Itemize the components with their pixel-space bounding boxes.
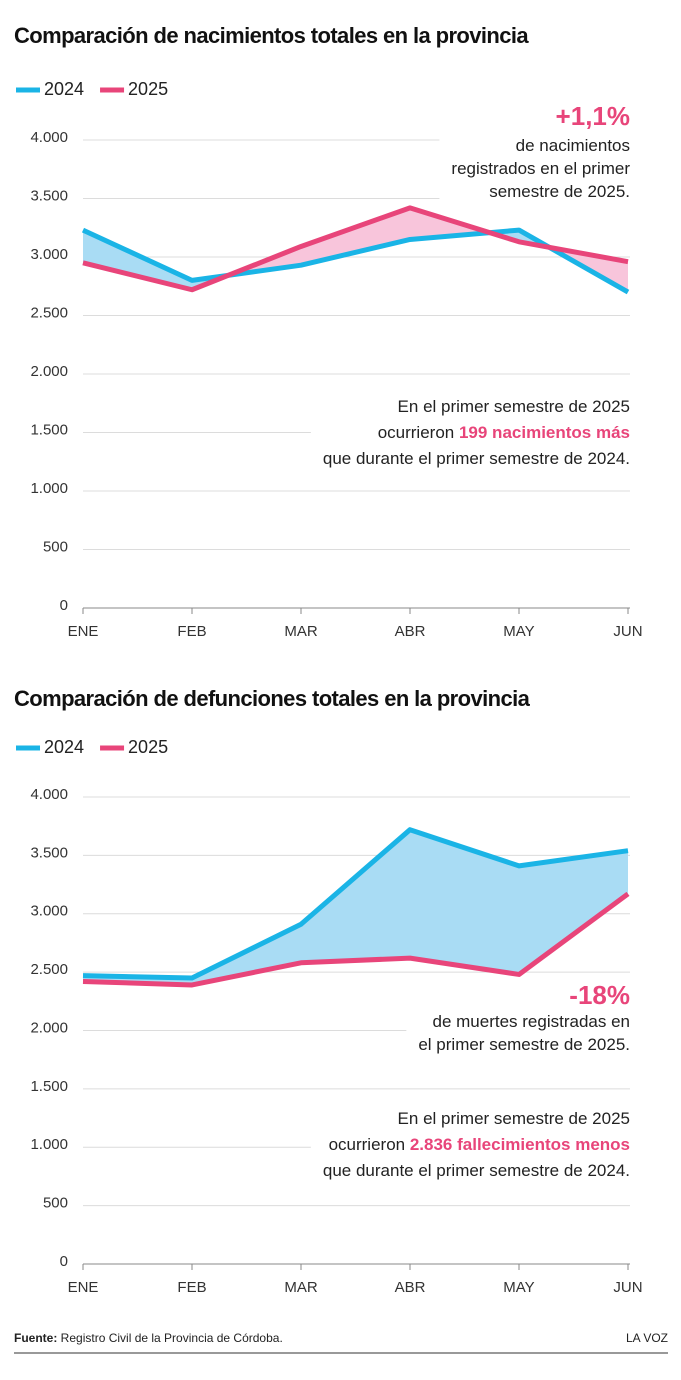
annotation-line: registrados en el primer — [451, 159, 630, 178]
series-line — [82, 205, 629, 293]
annotation-line: que durante el primer semestre de 2024. — [323, 1161, 630, 1180]
y-tick-label: 0 — [60, 597, 68, 614]
annotation-line: En el primer semestre de 2025 — [398, 397, 630, 416]
x-tick-label: JUN — [613, 623, 642, 640]
x-tick-label: MAR — [284, 623, 318, 640]
y-tick-label: 1.000 — [30, 480, 68, 497]
legend-label: 2025 — [128, 737, 168, 757]
y-tick-label: 3.500 — [30, 187, 68, 204]
legend-label: 2025 — [128, 79, 168, 99]
annotation-background — [310, 1105, 642, 1185]
y-tick-label: 2.500 — [30, 304, 68, 321]
y-tick-label: 1.500 — [30, 1078, 68, 1095]
annotation-text: En el primer semestre de 2025 — [398, 397, 630, 416]
x-tick-label: ABR — [395, 1279, 426, 1296]
annotation-line: de muertes registradas en — [433, 1012, 631, 1031]
annotation-line: que durante el primer semestre de 2024. — [323, 449, 630, 468]
annotation-line: semestre de 2025. — [489, 182, 630, 201]
legend-label: 2024 — [44, 737, 84, 757]
x-tick-label: MAY — [503, 623, 534, 640]
x-tick-label: ENE — [68, 1279, 99, 1296]
legend-label: 2024 — [44, 79, 84, 99]
y-tick-label: 3.000 — [30, 246, 68, 263]
chart-title: Comparación de nacimientos totales en la… — [14, 23, 529, 48]
series-line — [82, 891, 630, 988]
annotation-headline: -18% — [569, 980, 630, 1010]
y-tick-label: 4.000 — [30, 786, 68, 803]
x-tick-label: FEB — [177, 1279, 206, 1296]
difference-area — [83, 829, 628, 985]
annotation-highlight: 199 nacimientos más — [459, 423, 630, 442]
y-tick-label: 500 — [43, 538, 68, 555]
y-tick-label: 2.500 — [30, 961, 68, 978]
x-tick-label: MAR — [284, 1279, 318, 1296]
x-tick-label: ABR — [395, 623, 426, 640]
y-tick-label: 3.000 — [30, 903, 68, 920]
y-tick-label: 1.000 — [30, 1136, 68, 1153]
annotation-text: En el primer semestre de 2025 — [398, 1109, 630, 1128]
y-tick-label: 1.500 — [30, 421, 68, 438]
annotation-text: que durante el primer semestre de 2024. — [323, 449, 630, 468]
y-tick-label: 0 — [60, 1253, 68, 1270]
x-tick-label: JUN — [613, 1279, 642, 1296]
y-tick-label: 2.000 — [30, 1019, 68, 1036]
y-tick-label: 3.500 — [30, 844, 68, 861]
source: Registro Civil de la Provincia de Córdob… — [57, 1331, 282, 1345]
chart-title: Comparación de defunciones totales en la… — [14, 686, 531, 711]
brand: LA VOZ — [626, 1331, 668, 1345]
annotation-background — [439, 96, 643, 206]
annotation-text: registrados en el primer — [451, 159, 630, 178]
annotation-background — [310, 393, 642, 473]
annotation-text: semestre de 2025. — [489, 182, 630, 201]
annotation-text: ocurrieron — [329, 1135, 410, 1154]
annotation-text: que durante el primer semestre de 2024. — [323, 1161, 630, 1180]
series-line — [81, 227, 630, 295]
x-tick-label: ENE — [68, 623, 99, 640]
annotation-line: de nacimientos — [516, 136, 630, 155]
annotation-line: ocurrieron 199 nacimientos más — [378, 423, 630, 442]
x-tick-label: FEB — [177, 623, 206, 640]
annotation-text: el primer semestre de 2025. — [418, 1035, 630, 1054]
annotation-headline: +1,1% — [556, 101, 630, 131]
y-tick-label: 4.000 — [30, 129, 68, 146]
annotation-text: de nacimientos — [516, 136, 630, 155]
series-line — [82, 827, 629, 981]
y-tick-label: 500 — [43, 1195, 68, 1212]
annotation-line: En el primer semestre de 2025 — [398, 1109, 630, 1128]
y-tick-label: 2.000 — [30, 363, 68, 380]
annotation-highlight: 2.836 fallecimientos menos — [410, 1135, 630, 1154]
annotation-line: ocurrieron 2.836 fallecimientos menos — [329, 1135, 630, 1154]
annotation-text: de muertes registradas en — [433, 1012, 631, 1031]
annotation-background — [406, 975, 642, 1059]
source-label: Fuente: — [14, 1331, 57, 1345]
annotation-line: el primer semestre de 2025. — [418, 1035, 630, 1054]
footer-source: Fuente: Registro Civil de la Provincia d… — [14, 1331, 283, 1345]
x-tick-label: MAY — [503, 1279, 534, 1296]
annotation-text: ocurrieron — [378, 423, 459, 442]
